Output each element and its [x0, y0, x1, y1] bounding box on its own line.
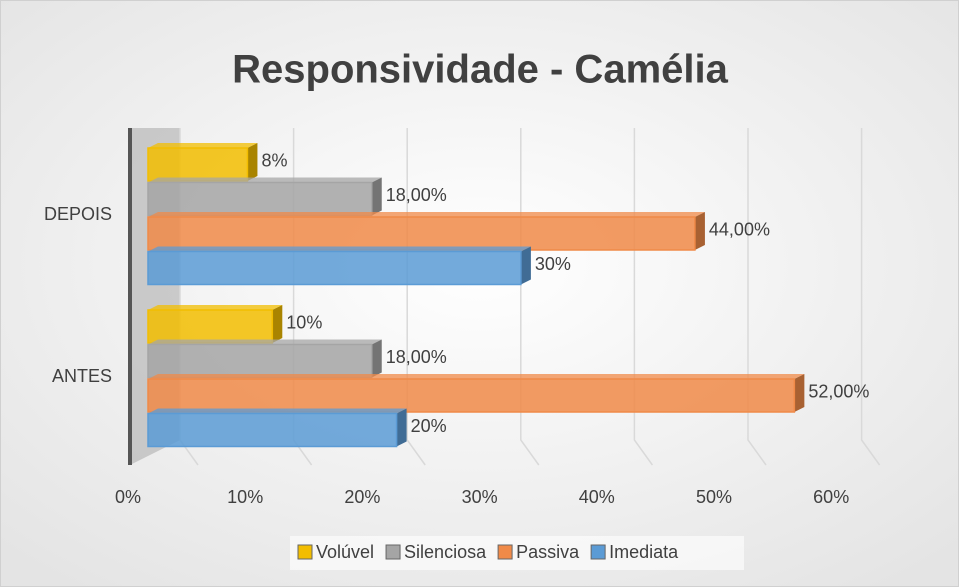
bar-side — [794, 374, 805, 412]
bar-top — [148, 339, 382, 345]
bar — [147, 305, 283, 344]
grid-line — [747, 128, 767, 466]
legend-swatch — [385, 544, 401, 560]
bar-side — [371, 339, 382, 378]
bar-top — [148, 305, 283, 310]
bar-top — [148, 374, 805, 379]
x-tick-label: 50% — [696, 487, 732, 507]
bar — [147, 408, 407, 448]
legend-swatch — [297, 544, 313, 560]
bar-front — [147, 378, 796, 413]
bar — [147, 212, 705, 251]
bar-front — [147, 343, 373, 379]
value-label: 20% — [411, 416, 447, 436]
bar-side — [371, 177, 382, 216]
bar-top — [148, 212, 705, 217]
y-tick-label: DEPOIS — [44, 204, 112, 224]
chart-title: Responsividade - Camélia — [232, 48, 728, 92]
value-label: 44,00% — [709, 219, 770, 239]
bar-front — [147, 181, 373, 217]
bar — [147, 143, 258, 182]
legend-label: Silenciosa — [404, 542, 487, 562]
x-tick-label: 0% — [115, 487, 141, 507]
bar-side — [396, 408, 407, 447]
bar-side — [520, 246, 531, 285]
bar — [147, 339, 382, 379]
legend-label: Imediata — [609, 542, 679, 562]
grid-line — [860, 128, 881, 466]
bar-side — [247, 143, 258, 181]
bar — [147, 374, 805, 413]
bar-side — [272, 305, 283, 343]
bar-top — [148, 143, 258, 148]
value-label: 18,00% — [386, 185, 447, 205]
x-tick-label: 30% — [462, 487, 498, 507]
x-tick-label: 20% — [344, 487, 380, 507]
bar-top — [148, 408, 407, 414]
legend-swatch — [497, 544, 513, 560]
bar-top — [148, 177, 382, 183]
bar — [147, 246, 531, 286]
bar-front — [147, 216, 696, 251]
bar-front — [147, 250, 522, 286]
bar — [147, 177, 382, 217]
value-label: 52,00% — [808, 381, 869, 401]
legend-label: Volúvel — [316, 542, 374, 562]
legend-label: Passiva — [516, 542, 580, 562]
legend: Volúvel Silenciosa Passiva Imediata — [290, 536, 744, 570]
bar-side — [694, 212, 705, 250]
value-label: 30% — [535, 254, 571, 274]
value-label: 10% — [286, 312, 322, 332]
y-tick-label: ANTES — [52, 366, 112, 386]
value-label: 18,00% — [386, 347, 447, 367]
x-tick-label: 40% — [579, 487, 615, 507]
bar-top — [148, 246, 531, 252]
legend-swatch — [590, 544, 606, 560]
value-label: 8% — [261, 150, 287, 170]
bar-front — [147, 412, 398, 448]
bar-front — [147, 309, 274, 344]
legend-box — [290, 536, 744, 570]
x-tick-label: 10% — [227, 487, 263, 507]
x-tick-label: 60% — [813, 487, 849, 507]
bar-front — [147, 147, 249, 182]
